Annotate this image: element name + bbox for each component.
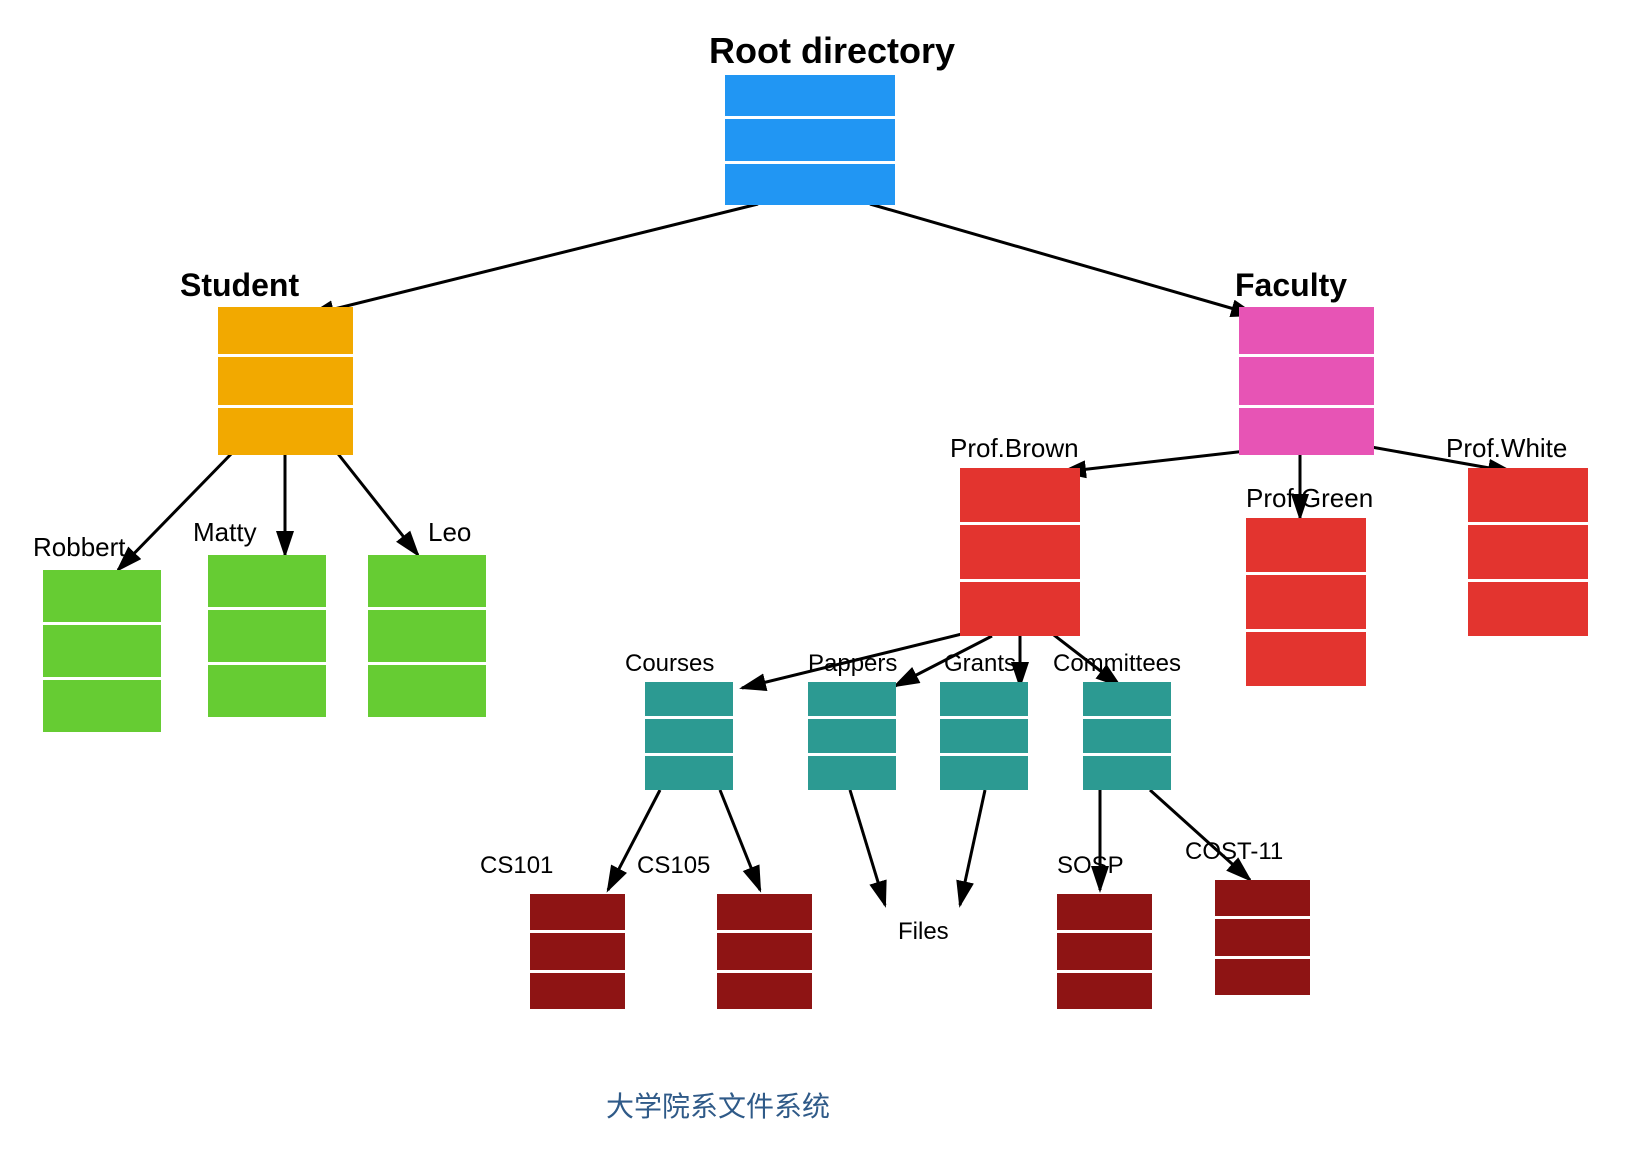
node-matty xyxy=(208,555,326,717)
node-grants xyxy=(940,682,1028,790)
edge xyxy=(118,450,235,570)
diagram-canvas: Root directory Student Faculty Robbert Matty… xyxy=(0,0,1646,1158)
edge xyxy=(335,450,418,555)
node-cs101 xyxy=(530,894,625,1009)
node-label-profwhite: Prof.White xyxy=(1446,433,1567,464)
node-root xyxy=(725,75,895,205)
edge xyxy=(960,790,985,905)
node-label-cs105: CS105 xyxy=(637,852,710,880)
node-label-grants: Grants xyxy=(944,650,1016,678)
node-label-sosp: SOSP xyxy=(1057,852,1124,880)
node-label-faculty: Faculty xyxy=(1235,267,1347,304)
node-label-profbrown: Prof.Brown xyxy=(950,433,1079,464)
node-label-cost11: COST-11 xyxy=(1185,838,1283,866)
edge xyxy=(720,790,760,890)
node-label-profgreen: Prof.Green xyxy=(1246,483,1373,514)
node-committees xyxy=(1083,682,1171,790)
node-label-courses: Courses xyxy=(625,650,714,678)
node-sosp xyxy=(1057,894,1152,1009)
edge xyxy=(1150,790,1250,880)
node-label-root: Root directory xyxy=(709,30,955,72)
node-profbrown xyxy=(960,468,1080,636)
node-student xyxy=(218,307,353,455)
node-label-leo: Leo xyxy=(428,517,471,548)
edge xyxy=(870,204,1255,315)
node-label-cs101: CS101 xyxy=(480,852,553,880)
node-label-pappers: Pappers xyxy=(808,650,897,678)
node-courses xyxy=(645,682,733,790)
node-pappers xyxy=(808,682,896,790)
node-profwhite xyxy=(1468,468,1588,636)
node-cs105 xyxy=(717,894,812,1009)
edge xyxy=(850,790,885,905)
node-label-robbert: Robbert xyxy=(33,532,126,563)
edge xyxy=(310,204,758,315)
node-cost11 xyxy=(1215,880,1310,995)
node-leo xyxy=(368,555,486,717)
node-faculty xyxy=(1239,307,1374,455)
node-label-student: Student xyxy=(180,267,299,304)
node-profgreen xyxy=(1246,518,1366,686)
node-label-matty: Matty xyxy=(193,517,257,548)
node-label-committees: Committees xyxy=(1053,650,1181,678)
free-label: Files xyxy=(898,918,949,946)
node-robbert xyxy=(43,570,161,732)
diagram-caption: 大学院系文件系统 xyxy=(606,1085,830,1125)
edge xyxy=(1062,450,1255,472)
